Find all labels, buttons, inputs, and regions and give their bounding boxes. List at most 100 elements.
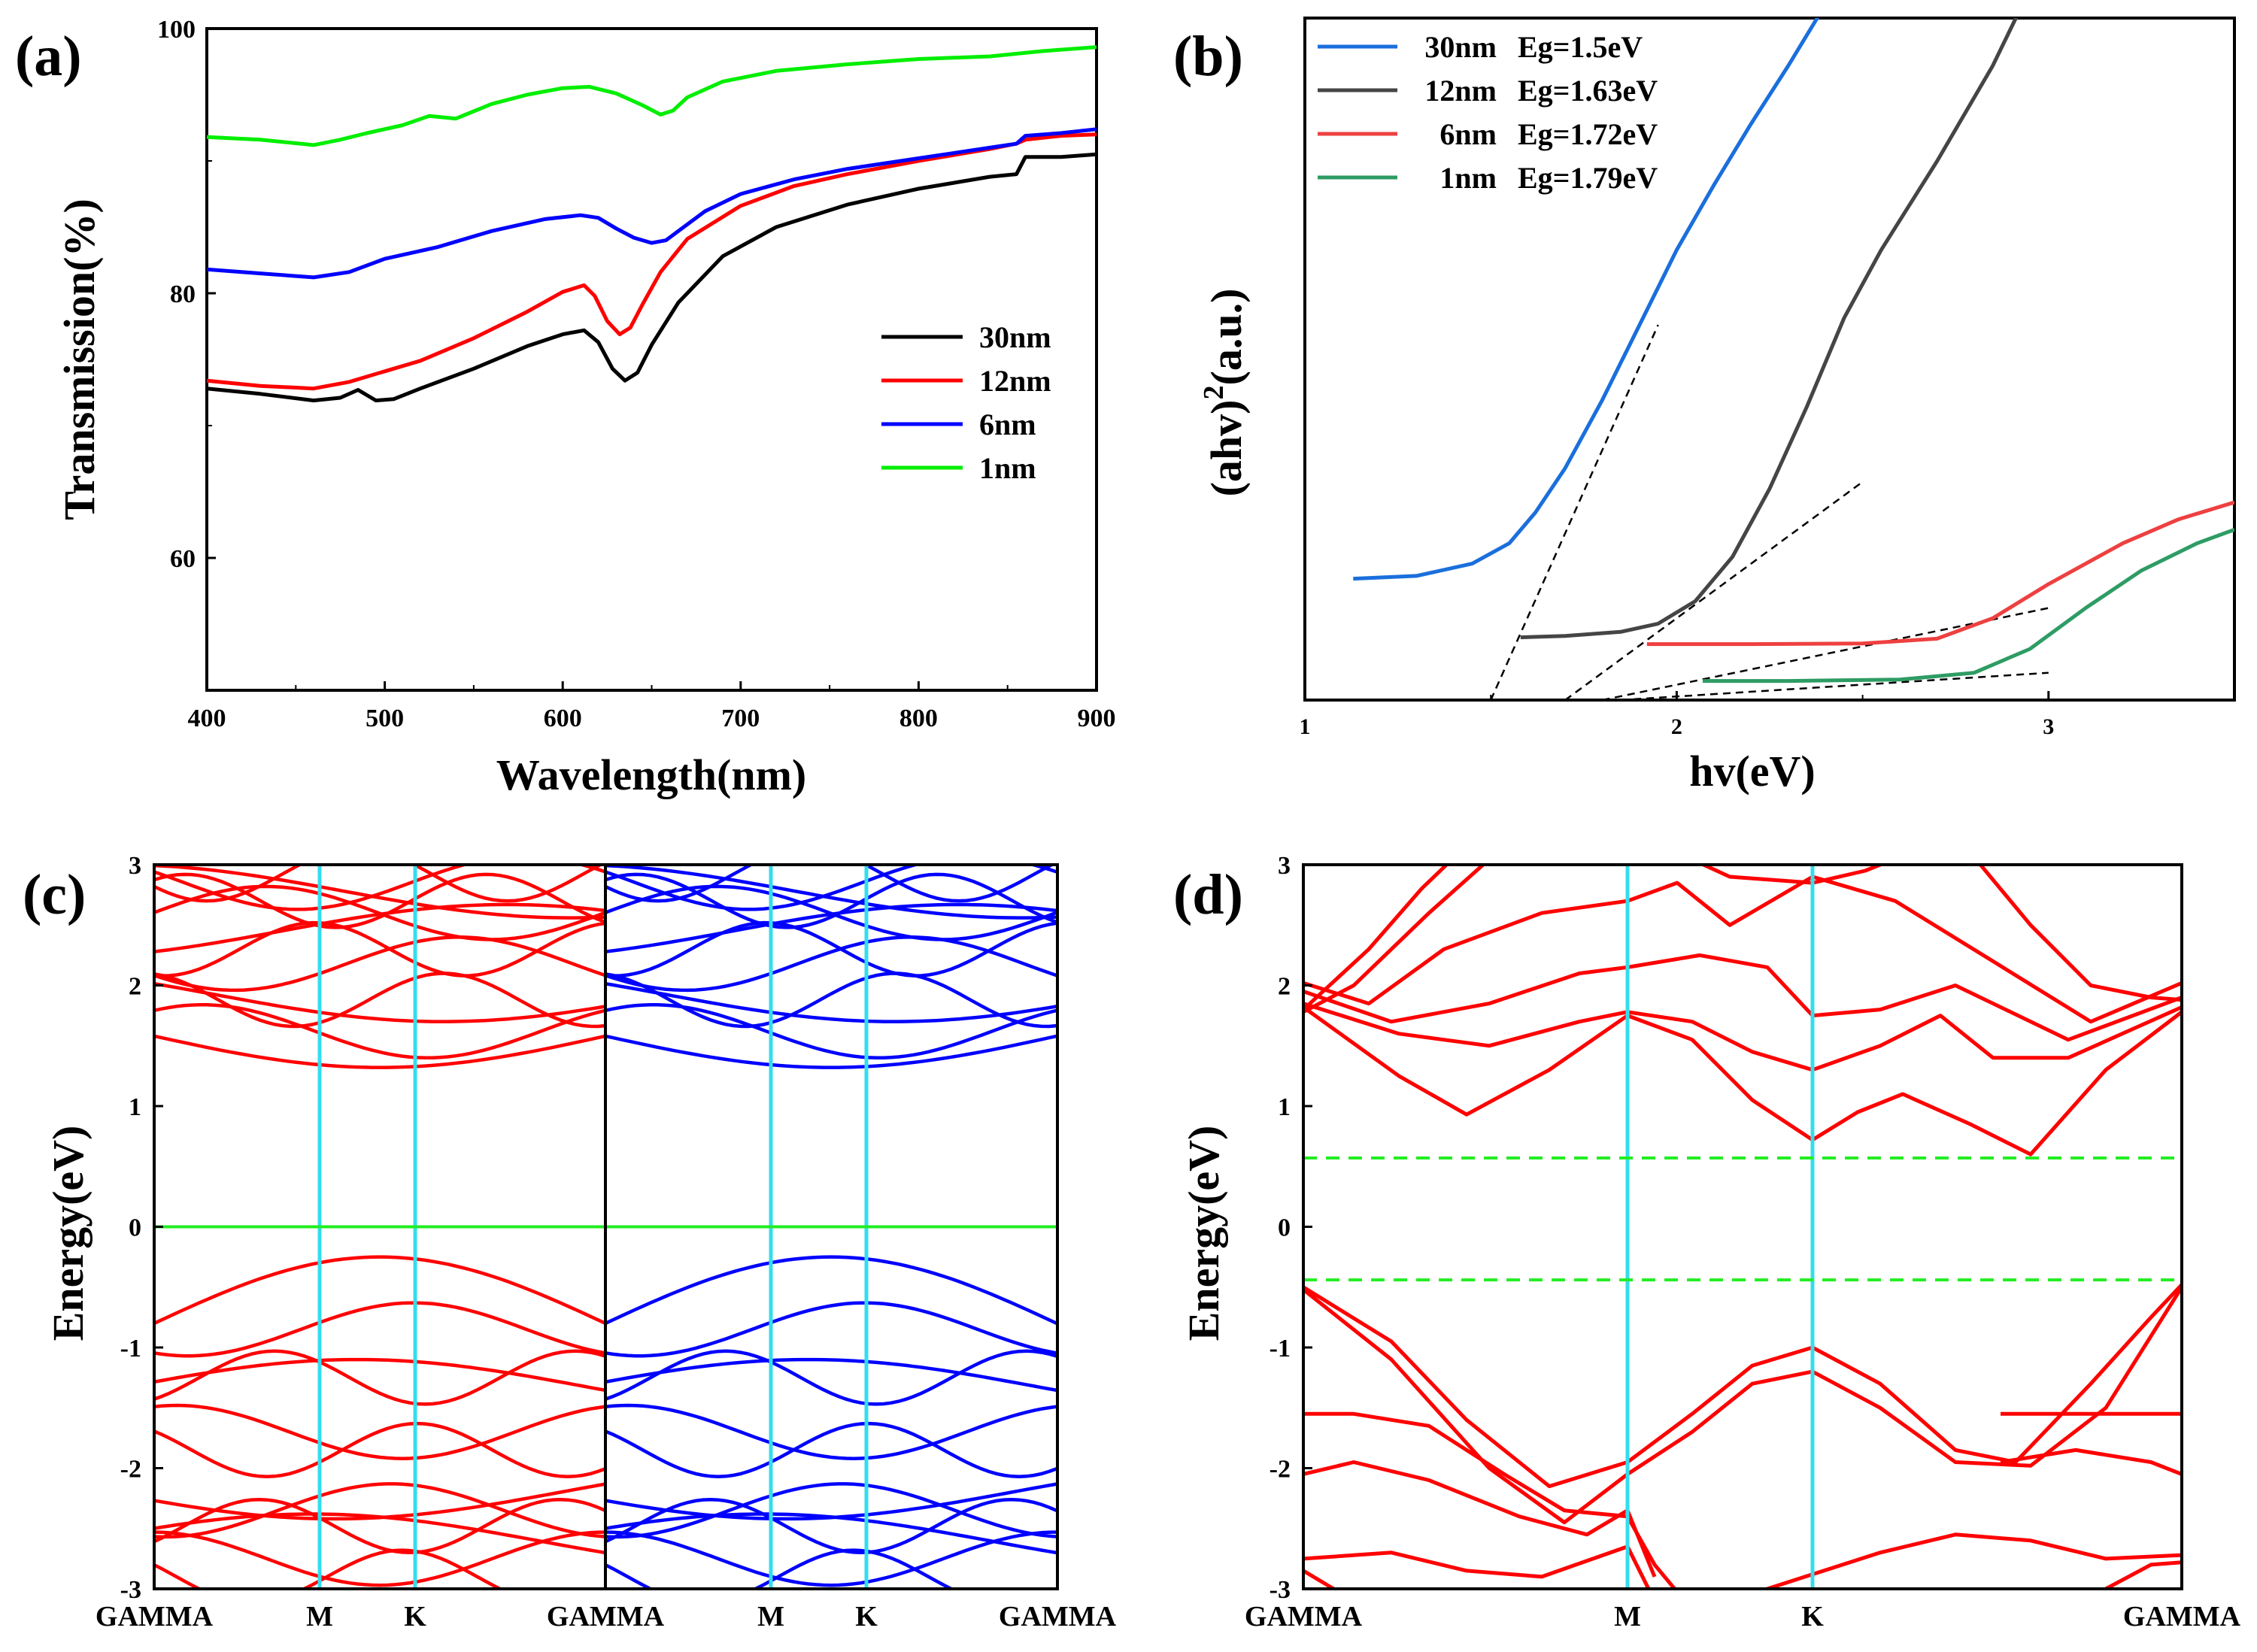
tangent-line-4 <box>1621 671 2049 700</box>
valence-band-right <box>605 1482 1057 1539</box>
series-line-12nm <box>206 132 1097 391</box>
legend-label-6nm: 6nm <box>1439 117 1497 151</box>
legend-label-1nm: 1nm <box>979 451 1036 485</box>
y-tick-label-c: 0 <box>129 1214 141 1242</box>
y-tick-label-a: 100 <box>157 16 196 44</box>
band-group-d <box>1303 865 2182 1589</box>
tangent-line-2 <box>1564 480 1864 700</box>
panel-c-label: (c) <box>23 863 86 926</box>
axis-ticks-c: -3 -2 -1 0 1 2 3 GAMMA M K GAMMA M K GAMMA <box>96 852 1117 1632</box>
valence-band-d <box>2104 1560 2182 1589</box>
valence-band-right <box>605 1421 1057 1478</box>
series-lines-a <box>206 45 1097 403</box>
y-tick-label-d: -2 <box>1270 1456 1291 1484</box>
axis-ticks-a: 400 500 600 700 800 900 60 80 100 <box>157 16 1116 732</box>
bands-c <box>154 865 1057 1589</box>
panel-b-label: (b) <box>1173 25 1243 88</box>
conduction-band-left <box>154 865 605 920</box>
gap-lines-d <box>1303 1156 2182 1282</box>
conduction-band-left <box>154 884 605 941</box>
valence-band-d <box>1303 1283 2182 1489</box>
x-tick-label-a: 400 <box>188 705 226 732</box>
valence-band-right <box>605 1357 1057 1393</box>
x-tick-label-a: 800 <box>899 705 938 732</box>
conduction-band-d <box>1303 874 2182 1024</box>
valence-band-left <box>154 1357 605 1393</box>
x-tick-label-b: 1 <box>1300 714 1311 739</box>
valence-band-left <box>154 1512 605 1555</box>
panel-d-band-structure: (d) -3 -2 -1 0 1 2 3 GAMMA M K GAMMA Energy(eV) <box>1173 852 2241 1632</box>
k-point-label-d: M <box>1614 1601 1641 1632</box>
plot-frame-d <box>1302 863 2183 1590</box>
band-group-left <box>154 865 605 1589</box>
y-tick-label-c: 3 <box>129 852 141 880</box>
conduction-band-d <box>1698 865 1885 885</box>
conduction-band-right <box>605 971 1057 1029</box>
x-tick-label-b: 3 <box>2043 714 2054 739</box>
y-tick-label-d: 3 <box>1278 852 1291 880</box>
legend-gap-1nm: Eg=1.79eV <box>1518 161 1658 195</box>
valence-band-d <box>1303 1460 1657 1578</box>
legend-b: 30nm Eg=1.5eV 12nm Eg=1.63eV 6nm Eg=1.72eV 1nm… <box>1318 30 1658 195</box>
k-point-label-d: K <box>1801 1601 1824 1632</box>
bands-d <box>1303 865 2182 1589</box>
valence-band-right <box>605 1403 1057 1460</box>
panel-a-label: (a) <box>15 25 82 88</box>
y-tick-label-c: 2 <box>129 973 141 1001</box>
y-tick-label-c: -3 <box>120 1576 141 1604</box>
panel-a-transmission: (a) 400 500 600 700 800 900 60 80 100 30nm 12nm 6n… <box>15 16 1116 799</box>
k-point-label-c: GAMMA <box>999 1601 1117 1632</box>
y-axis-title-b: (ahv)2(a.u.) <box>1198 289 1251 497</box>
conduction-band-left <box>154 920 605 978</box>
conduction-band-left <box>154 872 605 929</box>
conduction-band-right <box>605 872 1057 929</box>
valence-band-right <box>605 1548 1057 1589</box>
k-point-label-d: GAMMA <box>1245 1601 1363 1632</box>
y-tick-label-c: -1 <box>120 1335 141 1363</box>
series-line-30nm <box>1353 18 1820 581</box>
legend-a: 30nm 12nm 6nm 1nm <box>881 320 1051 485</box>
legend-label-1nm: 1nm <box>1439 161 1497 195</box>
valence-band-d <box>1303 1286 2182 1525</box>
conduction-band-right <box>605 865 1056 903</box>
x-tick-label-a: 900 <box>1078 705 1116 732</box>
valence-band-right <box>605 1349 1057 1406</box>
y-axis-title-d: Energy(eV) <box>1179 1126 1228 1341</box>
k-point-label-d: GAMMA <box>2123 1601 2241 1632</box>
conduction-band-d <box>1303 1002 2182 1072</box>
conduction-band-right <box>605 865 1057 920</box>
valence-band-left <box>154 1255 605 1325</box>
valence-band-right <box>605 1255 1057 1325</box>
series-line-12nm <box>1520 18 2019 640</box>
y-axis-title-c: Energy(eV) <box>44 1126 93 1341</box>
valence-band-left <box>154 1482 605 1539</box>
valence-band-left <box>154 1548 605 1589</box>
conduction-band-left <box>154 981 605 1023</box>
valence-band-left <box>154 1530 605 1587</box>
panel-b-tauc-plot: (b) 1 2 3 30nm Eg=1.5eV 12nm Eg=1.63eV 6nm Eg=1… <box>1173 17 2236 796</box>
k-point-label-c: GAMMA <box>96 1601 214 1632</box>
series-line-6nm <box>206 127 1097 280</box>
y-axis-title-a: Transmission(%) <box>55 199 104 520</box>
conduction-band-d <box>1978 865 2182 1002</box>
conduction-band-right <box>605 935 1057 993</box>
valence-band-right <box>605 1497 1057 1555</box>
conduction-band-left <box>154 865 605 903</box>
y-tick-label-d: -3 <box>1270 1576 1291 1604</box>
x-axis-title-a: Wavelength(nm) <box>496 750 806 799</box>
conduction-band-right <box>605 981 1057 1023</box>
conduction-band-right <box>605 884 1057 941</box>
x-tick-label-a: 700 <box>721 705 760 732</box>
legend-label-6nm: 6nm <box>979 408 1036 441</box>
conduction-band-right <box>605 920 1057 978</box>
y-tick-label-c: 1 <box>129 1093 141 1121</box>
valence-band-d <box>2000 1447 2182 1476</box>
y-tick-label-d: 0 <box>1278 1214 1291 1242</box>
valence-band-left <box>154 1403 605 1460</box>
conduction-band-left <box>154 935 605 993</box>
series-line-30nm <box>206 152 1097 403</box>
valence-band-left <box>154 1349 605 1406</box>
series-line-1nm <box>1703 527 2234 684</box>
legend-label-12nm: 12nm <box>1424 74 1497 108</box>
legend-gap-6nm: Eg=1.72eV <box>1518 117 1658 151</box>
